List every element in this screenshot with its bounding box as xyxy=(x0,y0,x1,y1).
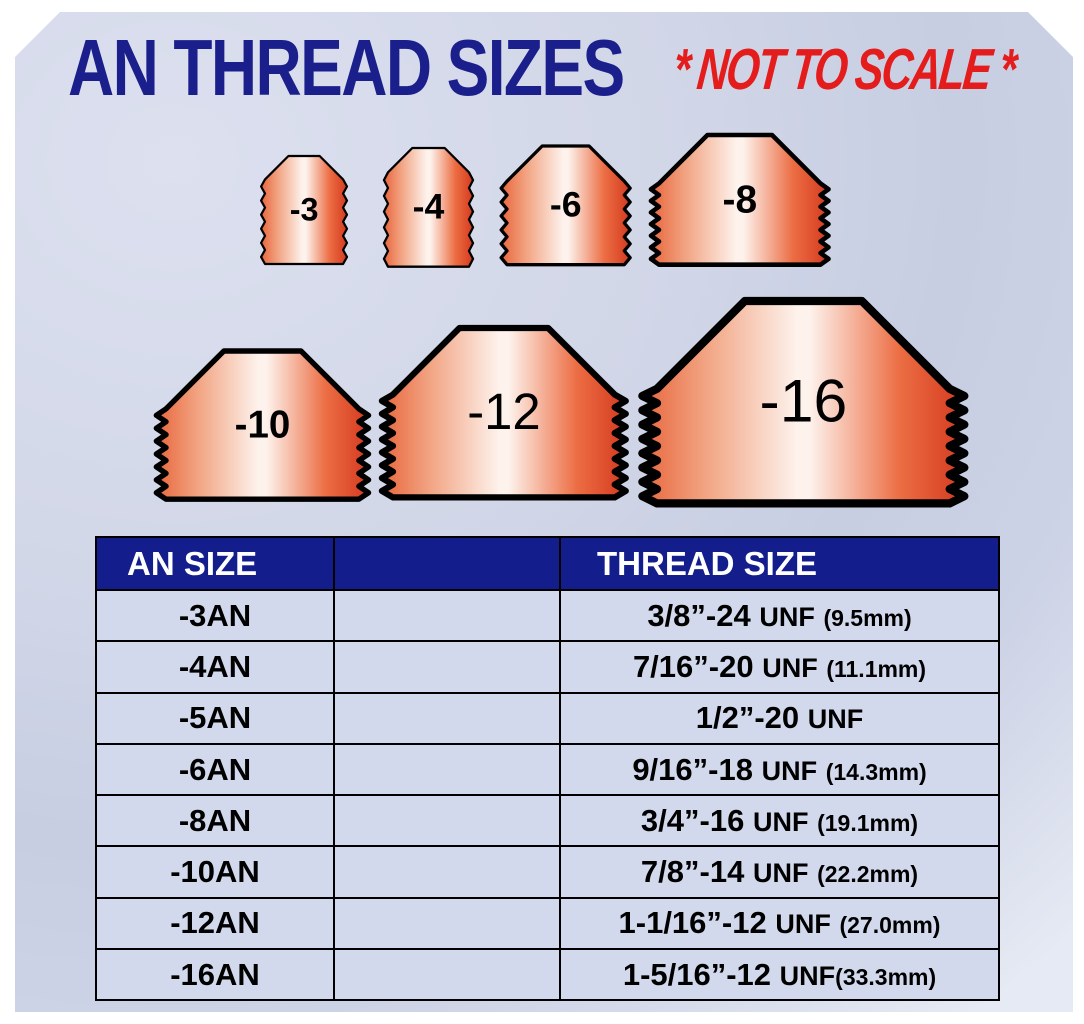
svg-text:-10: -10 xyxy=(235,403,291,446)
svg-text:-12: -12 xyxy=(467,383,540,440)
svg-text:-4: -4 xyxy=(413,187,445,227)
svg-text:-16: -16 xyxy=(760,367,848,435)
svg-text:-6: -6 xyxy=(550,185,582,225)
svg-text:-3: -3 xyxy=(289,191,318,227)
svg-text:-8: -8 xyxy=(723,178,758,221)
